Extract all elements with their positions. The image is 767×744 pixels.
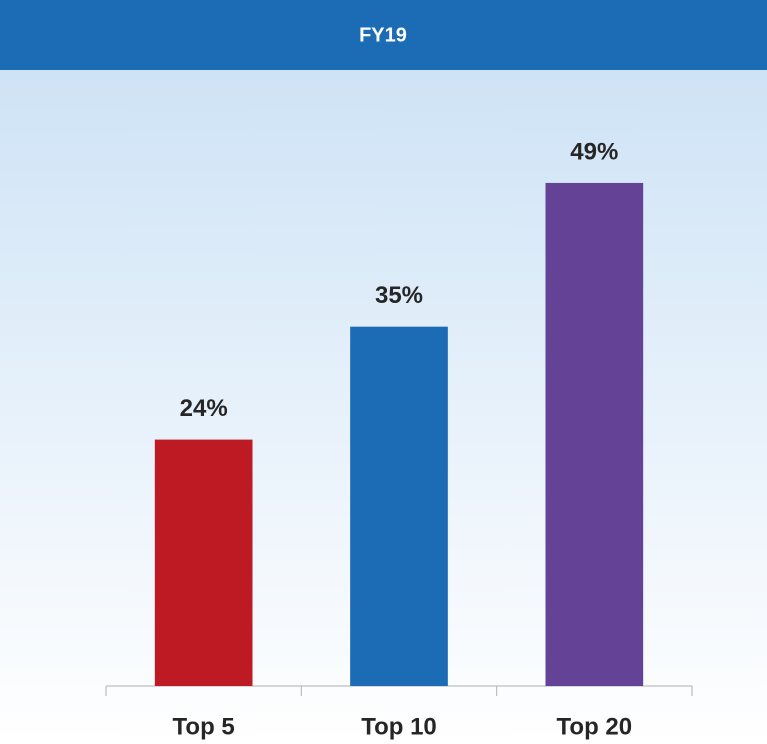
x-tick-label: Top 10 <box>361 713 437 740</box>
data-label: 24% <box>180 395 228 422</box>
x-tick-label: Top 5 <box>173 713 235 740</box>
header-bar <box>0 0 767 70</box>
data-label: 35% <box>375 282 423 309</box>
bar <box>350 326 448 686</box>
bar <box>154 439 253 686</box>
x-tick-label: Top 20 <box>557 713 633 740</box>
chart-title: FY19 <box>359 24 407 46</box>
data-label: 49% <box>570 138 618 165</box>
bar <box>545 182 644 686</box>
